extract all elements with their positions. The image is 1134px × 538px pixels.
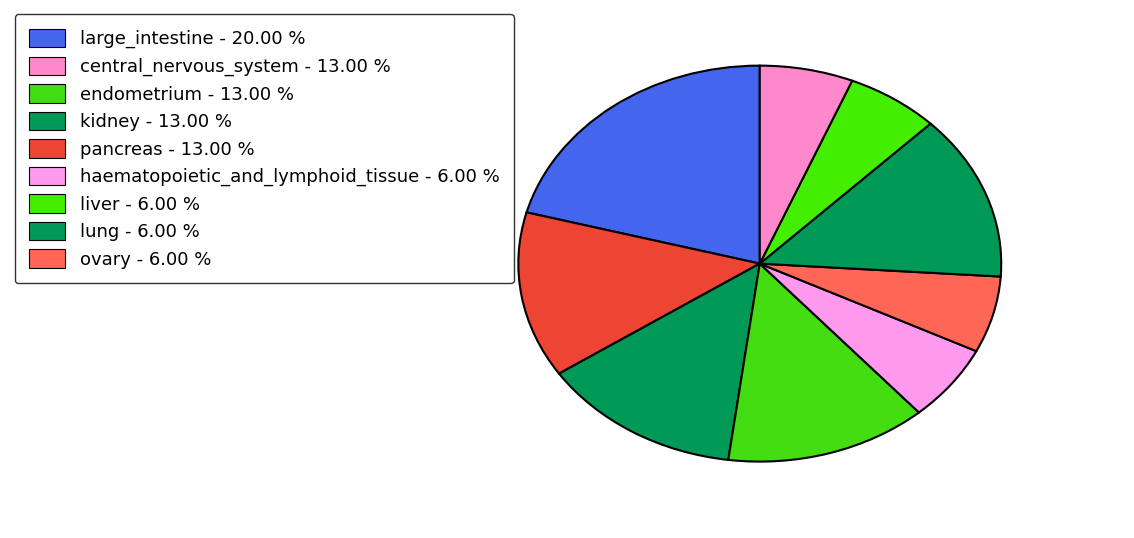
Wedge shape (526, 66, 760, 264)
Legend: large_intestine - 20.00 %, central_nervous_system - 13.00 %, endometrium - 13.00: large_intestine - 20.00 %, central_nervo… (15, 15, 514, 283)
Wedge shape (518, 213, 760, 373)
Wedge shape (760, 66, 852, 264)
Wedge shape (760, 124, 1001, 277)
Wedge shape (728, 264, 919, 462)
Wedge shape (559, 264, 760, 460)
Wedge shape (760, 81, 931, 264)
Wedge shape (760, 264, 1000, 351)
Wedge shape (760, 264, 976, 413)
